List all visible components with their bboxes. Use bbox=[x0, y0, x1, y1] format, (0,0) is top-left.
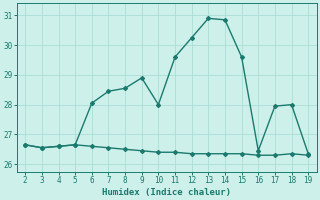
X-axis label: Humidex (Indice chaleur): Humidex (Indice chaleur) bbox=[102, 188, 231, 197]
